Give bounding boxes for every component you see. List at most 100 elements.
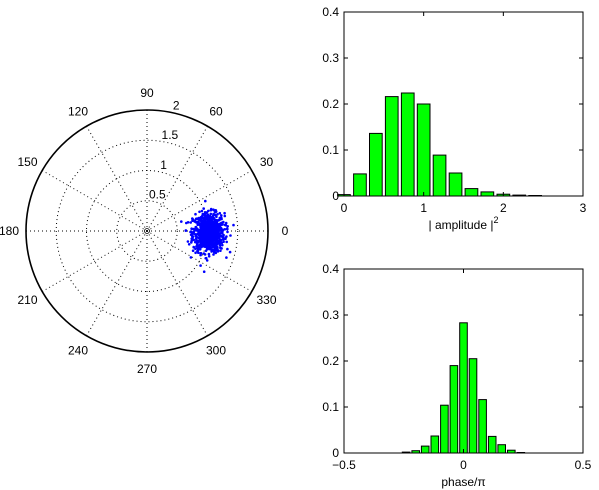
scatter-point	[214, 222, 217, 225]
scatter-point	[190, 227, 193, 230]
scatter-point	[199, 223, 202, 226]
angle-tick-label: 30	[260, 155, 274, 169]
scatter-point	[215, 233, 218, 237]
scatter-point	[209, 224, 212, 227]
histogram-bar	[440, 404, 449, 454]
y-tick-label: 0.4	[322, 262, 339, 276]
scatter-point	[184, 229, 188, 232]
polar-grid-spoke	[146, 230, 208, 337]
scatter-point	[214, 251, 218, 255]
y-tick-label: 0	[332, 446, 339, 460]
scatter-point	[192, 245, 195, 249]
angle-tick-label: 90	[140, 86, 154, 100]
scatter-point	[225, 240, 228, 244]
scatter-point	[214, 229, 217, 232]
scatter-point	[198, 210, 201, 214]
scatter-point	[197, 245, 201, 249]
x-tick-label: −0.5	[332, 458, 356, 472]
histogram-bar	[459, 322, 468, 454]
polar-grid-spoke	[146, 170, 253, 232]
scatter-point	[224, 223, 228, 227]
scatter-point	[202, 240, 205, 243]
scatter-point	[191, 249, 195, 252]
scatter-point	[218, 225, 221, 228]
scatter-point	[217, 235, 221, 239]
scatter-point	[191, 234, 194, 238]
scatter-point	[201, 244, 204, 247]
scatter-point	[210, 220, 213, 223]
scatter-point	[189, 230, 193, 233]
scatter-point	[223, 214, 227, 218]
scatter-point	[196, 249, 199, 253]
scatter-point	[210, 217, 214, 220]
scatter-point	[215, 227, 218, 230]
scatter-point	[225, 235, 228, 238]
histogram-bar	[487, 435, 497, 454]
scatter-point	[196, 223, 199, 226]
scatter-point	[194, 212, 197, 216]
scatter-point	[208, 240, 212, 244]
scatter-point	[196, 227, 199, 231]
scatter-point	[200, 235, 204, 239]
scatter-point	[218, 211, 222, 215]
scatter-point	[203, 233, 207, 236]
y-tick-label: 0.2	[322, 354, 339, 368]
polar-outer-circle	[25, 109, 269, 353]
scatter-point	[223, 228, 227, 231]
scatter-point	[180, 220, 183, 223]
scatter-point	[218, 218, 222, 221]
angle-tick-label: 210	[17, 293, 37, 307]
scatter-point	[225, 256, 228, 259]
scatter-point	[228, 250, 232, 254]
scatter-point	[219, 226, 223, 230]
histogram-bar	[478, 399, 487, 454]
histogram-bar	[432, 154, 447, 197]
x-tick-label: 2	[500, 201, 507, 215]
polar-grid-spoke	[146, 125, 208, 232]
scatter-point	[224, 221, 228, 225]
scatter-point	[223, 211, 226, 215]
scatter-point	[221, 243, 224, 247]
angle-tick-label: 240	[68, 344, 88, 358]
scatter-point	[198, 236, 201, 240]
histogram-bar	[468, 358, 478, 454]
scatter-point	[213, 233, 216, 236]
scatter-point	[209, 207, 213, 211]
scatter-point	[197, 216, 201, 220]
scatter-point	[232, 223, 235, 227]
angle-tick-label: 330	[256, 293, 276, 307]
x-tick-label: 3	[580, 201, 587, 215]
amplitude-histogram: 0 0.1 0.2 0.3 0.4 0 1 2 3 | amplitude |2	[322, 5, 586, 232]
scatter-point	[215, 242, 219, 246]
scatter-point	[194, 217, 198, 221]
scatter-point	[219, 238, 222, 242]
histogram-bar	[353, 173, 367, 197]
histogram-bar	[430, 435, 440, 454]
polar-grid-circle	[116, 200, 178, 262]
scatter-point	[226, 227, 229, 231]
scatter-point	[203, 211, 207, 214]
histogram-bar	[400, 92, 415, 197]
scatter-point	[210, 250, 213, 253]
scatter-point	[212, 238, 215, 242]
x-tick-label: 0	[341, 201, 348, 215]
angle-tick-label: 60	[209, 104, 223, 118]
scatter-point	[205, 214, 209, 217]
scatter-point	[194, 234, 198, 237]
scatter-point	[216, 239, 219, 243]
scatter-point	[208, 232, 211, 236]
scatter-point	[212, 253, 215, 256]
scatter-point	[215, 215, 218, 218]
scatter-point	[204, 257, 207, 260]
y-tick-label: 0.3	[322, 308, 339, 322]
scatter-point	[206, 236, 209, 240]
scatter-point	[202, 270, 206, 274]
angle-tick-label: 0	[282, 224, 289, 238]
scatter-point	[220, 214, 223, 217]
scatter-point	[191, 217, 194, 220]
polar-origin-marker	[144, 228, 150, 234]
scatter-point	[219, 246, 222, 249]
scatter-point	[207, 254, 211, 258]
